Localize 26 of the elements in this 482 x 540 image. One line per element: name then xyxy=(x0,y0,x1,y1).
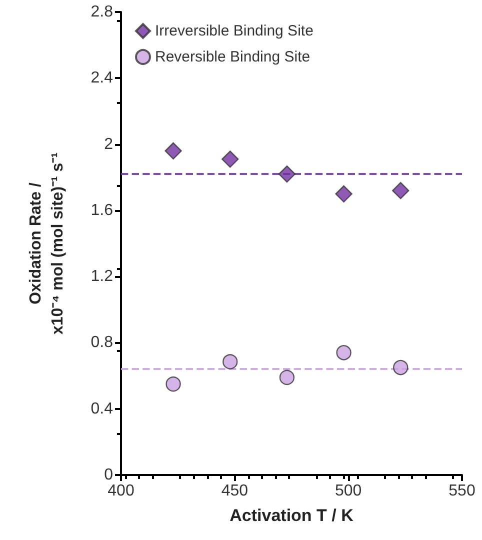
x-tick-label: 500 xyxy=(334,482,362,500)
point xyxy=(336,345,352,360)
y-tick-label: 1.2 xyxy=(90,268,114,286)
point xyxy=(335,185,352,202)
point xyxy=(222,354,238,370)
point xyxy=(164,142,182,160)
point xyxy=(393,360,408,376)
point xyxy=(222,150,239,168)
y-axis-title: Oxidation Rate / x10⁻⁴ mol (mol site)⁻¹ s⁻¹ xyxy=(28,152,66,335)
x-axis-title: Activation T / K xyxy=(230,506,354,525)
point xyxy=(278,165,296,183)
legend-label: Reversible Binding Site xyxy=(155,48,310,66)
x-tick-label: 450 xyxy=(221,482,248,500)
x-tick-label: 550 xyxy=(448,482,476,500)
y-tick-label: 0.8 xyxy=(90,334,114,352)
y-tick-label: 0 xyxy=(104,466,114,484)
x-tick-label: 400 xyxy=(108,482,134,500)
y-tick-label: 1.6 xyxy=(90,202,114,219)
y-tick-label: 0.4 xyxy=(90,400,114,418)
legend-label: Irreversible Binding Site xyxy=(155,22,314,40)
point xyxy=(392,182,410,200)
y-tick-label: 2.4 xyxy=(90,70,114,87)
point xyxy=(279,370,295,386)
y-tick-label: 2.8 xyxy=(90,4,114,20)
y-tick-label: 2 xyxy=(104,136,114,153)
point xyxy=(166,376,181,392)
